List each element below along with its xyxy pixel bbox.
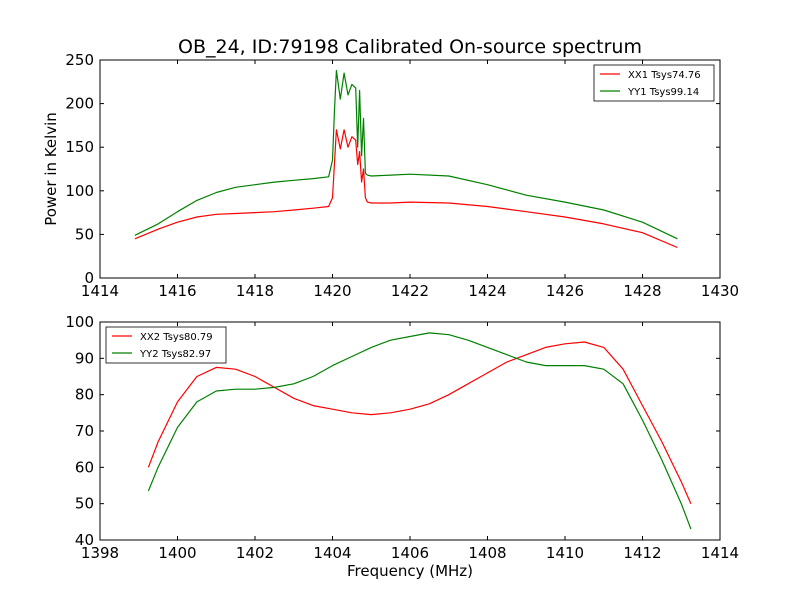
bottom-panel: 1398 1400 1402 1404 1406 1408 1410 1412 1414 40 50… <box>65 313 739 580</box>
top-legend-label-yy1: YY1 Tsys99.14 <box>627 87 699 98</box>
top-x-tick-label: 1418 <box>236 282 274 300</box>
x-axis-label: Frequency (MHz) <box>347 562 473 580</box>
top-x-tick-label: 1426 <box>546 282 584 300</box>
top-x-tick-label: 1420 <box>313 282 351 300</box>
bottom-x-tick-label: 1404 <box>313 544 351 562</box>
bottom-y-tick-label: 70 <box>75 422 94 440</box>
bottom-series-line-xx2 <box>147 341 692 504</box>
top-x-tick-label: 1414 <box>81 282 119 300</box>
top-panel: 1414 1416 1418 1420 1422 1424 1426 1428 1430 0 50 1… <box>42 51 739 300</box>
bottom-y-tick-label: 80 <box>75 386 94 404</box>
bottom-legend: XX2 Tsys80.79 YY2 Tsys82.97 <box>105 326 227 364</box>
top-x-tick-label: 1428 <box>623 282 661 300</box>
top-legend-label-xx1: XX1 Tsys74.76 <box>628 70 701 81</box>
top-y-axis-label: Power in Kelvin <box>42 112 60 226</box>
bottom-x-tick-label: 1402 <box>236 544 274 562</box>
bottom-y-tick-label: 100 <box>65 313 94 331</box>
bottom-x-tick-label: 1414 <box>701 544 739 562</box>
top-ticks-group: 1414 1416 1418 1420 1422 1424 1426 1428 1430 0 50 1… <box>65 51 739 300</box>
bottom-series-line-yy2 <box>147 332 692 530</box>
bottom-y-tick-label: 40 <box>75 531 94 549</box>
bottom-y-tick-label: 50 <box>75 495 94 513</box>
bottom-x-tick-label: 1408 <box>468 544 506 562</box>
top-legend-box <box>593 64 715 102</box>
top-x-tick-label: 1422 <box>391 282 429 300</box>
top-y-tick-label: 50 <box>75 225 94 243</box>
top-series-group <box>134 69 678 249</box>
top-series-line-yy1 <box>134 69 678 240</box>
bottom-legend-box <box>105 326 227 364</box>
top-y-tick-label: 0 <box>84 269 94 287</box>
top-x-tick-label: 1424 <box>468 282 506 300</box>
chart-title: OB_24, ID:79198 Calibrated On-source spe… <box>178 36 642 58</box>
bottom-x-tick-label: 1398 <box>81 544 119 562</box>
bottom-series-group <box>147 332 692 530</box>
top-series-line-xx1 <box>134 129 678 249</box>
bottom-y-tick-label: 60 <box>75 458 94 476</box>
bottom-x-tick-label: 1412 <box>623 544 661 562</box>
top-x-tick-label: 1430 <box>701 282 739 300</box>
top-y-tick-label: 100 <box>65 182 94 200</box>
bottom-y-tick-label: 90 <box>75 349 94 367</box>
bottom-x-tick-label: 1400 <box>158 544 196 562</box>
bottom-x-tick-label: 1410 <box>546 544 584 562</box>
bottom-ticks-group: 1398 1400 1402 1404 1406 1408 1410 1412 1414 40 50… <box>65 313 739 562</box>
top-legend: XX1 Tsys74.76 YY1 Tsys99.14 <box>593 64 715 102</box>
top-y-tick-label: 250 <box>65 51 94 69</box>
top-y-tick-label: 200 <box>65 95 94 113</box>
bottom-legend-label-xx2: XX2 Tsys80.79 <box>140 332 213 343</box>
top-y-tick-label: 150 <box>65 138 94 156</box>
top-x-tick-label: 1416 <box>158 282 196 300</box>
bottom-x-tick-label: 1406 <box>391 544 429 562</box>
bottom-legend-label-yy2: YY2 Tsys82.97 <box>139 349 211 360</box>
